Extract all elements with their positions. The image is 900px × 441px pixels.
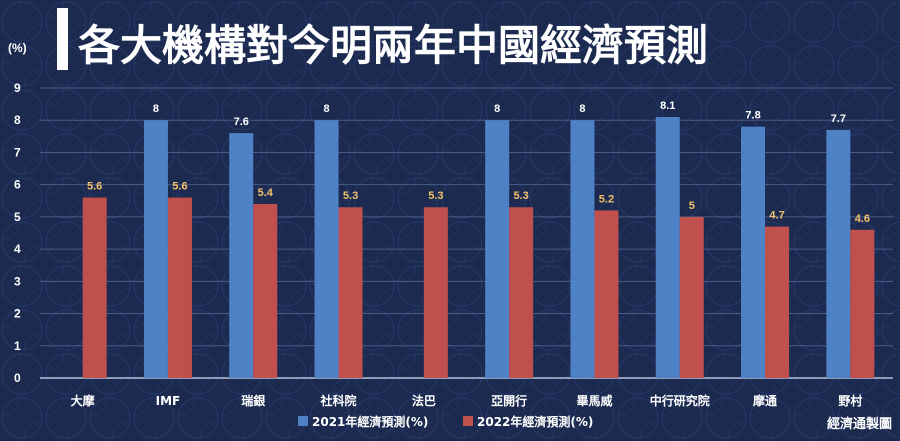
x-tick-label: 法巴 [412, 393, 436, 408]
bar-2021 [485, 120, 510, 378]
bar-2022 [338, 207, 363, 378]
y-tick-label: 5 [14, 210, 21, 224]
y-tick-label: 6 [14, 178, 21, 192]
x-tick-label: 瑞銀 [241, 393, 265, 408]
bar-2021 [143, 120, 168, 378]
bar-2021 [655, 117, 680, 378]
bar-2022 [509, 207, 534, 378]
value-label-2022: 5.6 [172, 181, 187, 193]
value-label-2021: 8 [494, 103, 500, 115]
x-tick-label: 中行研究院 [650, 393, 710, 408]
y-tick-label: 0 [14, 371, 21, 385]
value-label-2022: 5.2 [599, 193, 614, 205]
y-tick-label: 1 [14, 339, 21, 353]
bar-2021 [229, 133, 254, 378]
bars [82, 117, 875, 379]
value-label-2021: 7.8 [745, 110, 760, 122]
title-accent-bar [57, 8, 68, 70]
legend-label-2022: 2022年經濟預測(%) [477, 414, 593, 429]
bar-2021 [826, 129, 851, 378]
bar-2022 [82, 197, 107, 378]
x-tick-label: 野村 [838, 393, 862, 408]
y-axis: 0 1 2 3 4 5 6 7 8 9 [14, 81, 21, 385]
value-label-2021: 8.1 [660, 100, 675, 112]
value-label-2021: 8 [323, 103, 329, 115]
value-label-2022: 5.3 [343, 190, 358, 202]
y-unit-label: (%) [8, 41, 27, 55]
bar-2022 [679, 216, 704, 378]
x-tick-label: 大摩 [71, 393, 95, 408]
bar-2022 [423, 207, 448, 378]
value-label-2022: 5.3 [428, 190, 443, 202]
value-label-2022: 4.6 [855, 213, 870, 225]
legend-swatch-2022 [463, 416, 473, 426]
y-tick-label: 8 [14, 113, 21, 127]
bar-2021 [314, 120, 339, 378]
bar-2022 [167, 197, 192, 378]
x-tick-label: IMF [156, 394, 181, 408]
bar-2022 [594, 210, 619, 378]
bar-2021 [741, 126, 766, 379]
value-label-2022: 5.3 [514, 190, 529, 202]
x-axis: 大摩 IMF 瑞銀 社科院 法巴 亞開行 畢馬威 中行研究院 摩通 野村 [71, 393, 863, 408]
value-label-2021: 8 [579, 103, 585, 115]
value-label-2021: 7.7 [831, 113, 846, 125]
y-tick-label: 9 [14, 81, 21, 95]
x-tick-label: 摩通 [753, 393, 777, 408]
credit-label: 經濟通製圖 [827, 416, 892, 432]
bar-2021 [570, 120, 595, 378]
x-tick-label: 畢馬威 [576, 393, 612, 408]
value-label-2022: 5 [689, 200, 695, 212]
legend-swatch-2021 [298, 416, 308, 426]
value-label-2021: 8 [153, 103, 159, 115]
legend: 2021年經濟預測(%) 2022年經濟預測(%) [298, 414, 593, 429]
legend-label-2021: 2021年經濟預測(%) [312, 414, 428, 429]
data-labels: 5.6 8 5.6 7.6 5.4 8 5.3 5.3 8 5.3 8 5.2 8.1 5 7.8 4.7 7.… [87, 100, 870, 225]
value-label-2022: 4.7 [769, 210, 784, 222]
value-label-2021: 7.6 [234, 116, 249, 128]
y-tick-label: 3 [14, 274, 21, 288]
y-tick-label: 4 [14, 242, 21, 256]
x-tick-label: 社科院 [320, 393, 357, 408]
value-label-2022: 5.6 [87, 181, 102, 193]
bar-2022 [850, 229, 875, 378]
x-tick-label: 亞開行 [491, 393, 527, 408]
y-tick-label: 2 [14, 307, 21, 321]
value-label-2022: 5.4 [258, 187, 274, 199]
bar-2022 [765, 226, 790, 378]
chart-title: 各大機構對今明兩年中國經濟預測 [78, 21, 708, 70]
y-tick-label: 7 [14, 145, 21, 159]
bar-2022 [253, 204, 278, 378]
